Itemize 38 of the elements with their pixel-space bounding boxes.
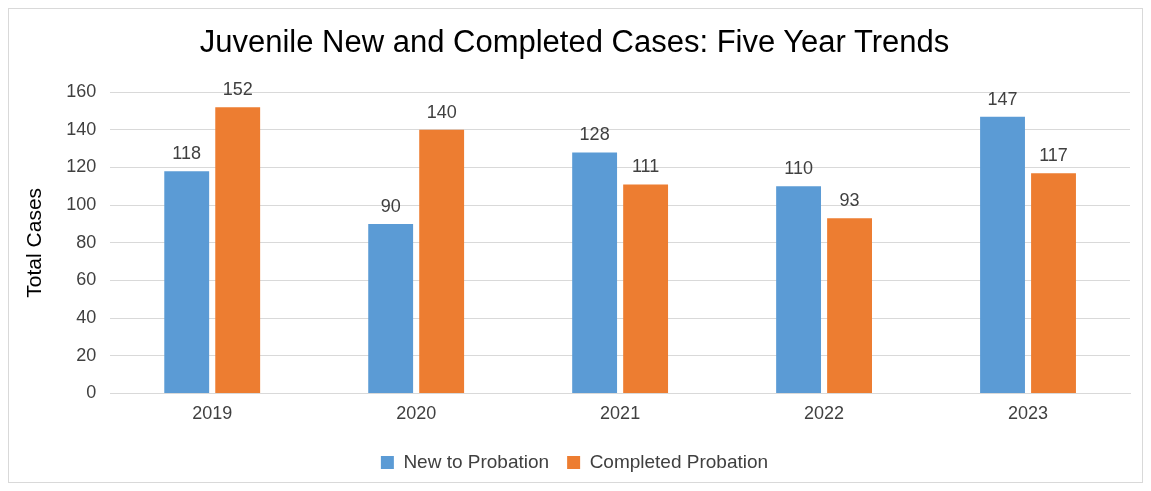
data-label: 111 <box>631 156 660 177</box>
y-tick-label: 160 <box>66 81 97 102</box>
legend-label: Completed Probation <box>589 450 769 472</box>
x-tick-label: 2019 <box>192 403 233 424</box>
chart-title: Juvenile New and Completed Cases: Five Year Trends <box>199 24 950 60</box>
x-tick-label: 2021 <box>600 403 641 424</box>
y-tick-label: 80 <box>76 231 97 252</box>
y-tick-label: 60 <box>76 269 97 290</box>
bar <box>572 152 618 393</box>
bar <box>776 186 822 393</box>
y-tick-label: 100 <box>66 194 97 215</box>
y-axis-title: Total Cases <box>22 187 46 298</box>
data-label: 152 <box>222 79 253 100</box>
bar <box>368 223 414 393</box>
legend-label: New to Probation <box>403 450 550 472</box>
x-tick-label: 2022 <box>804 403 845 424</box>
data-label: 110 <box>784 158 813 179</box>
y-tick-label: 40 <box>76 307 97 328</box>
bar <box>1031 173 1076 393</box>
y-tick-label: 0 <box>86 382 97 403</box>
y-tick-label: 120 <box>66 156 97 177</box>
bar <box>980 116 1025 393</box>
y-tick-label: 20 <box>76 344 97 365</box>
data-label: 93 <box>839 190 860 211</box>
data-label: 140 <box>426 101 457 122</box>
x-tick-label: 2020 <box>396 403 437 424</box>
bar <box>215 107 261 393</box>
data-label: 117 <box>1039 145 1068 166</box>
bar <box>827 218 872 393</box>
data-label: 118 <box>172 143 202 164</box>
bar <box>623 184 669 393</box>
y-tick-label: 140 <box>66 118 97 139</box>
x-tick-label: 2023 <box>1008 403 1049 424</box>
data-label: 128 <box>579 124 610 145</box>
data-label: 147 <box>987 88 1018 109</box>
bar <box>164 171 210 393</box>
bar <box>419 129 465 393</box>
data-label: 90 <box>380 195 401 216</box>
